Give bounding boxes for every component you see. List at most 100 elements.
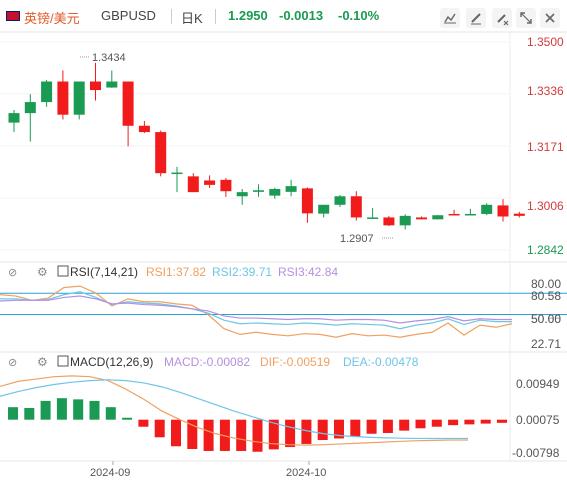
price-axis-label: 1.3171 — [527, 140, 564, 154]
candle-body — [57, 81, 69, 115]
macd-checkbox-icon[interactable] — [57, 355, 69, 367]
timeframe-selector[interactable]: 日K — [181, 11, 203, 26]
macd-hist-bar — [366, 419, 377, 434]
candle-body — [448, 213, 460, 216]
candle-body — [432, 215, 444, 220]
macd-hist-bar — [415, 419, 426, 429]
macd-value: MACD:-0.00082 — [164, 355, 250, 369]
macd-axis-label: -0.00798 — [512, 446, 560, 460]
macd-hist-bar — [301, 419, 312, 444]
draw-clear-icon[interactable] — [492, 8, 512, 28]
macd-axis-label: 0.00949 — [516, 377, 560, 391]
price-change: -0.0013 — [279, 8, 324, 23]
candle-body — [285, 186, 297, 192]
line-chart-icon[interactable] — [440, 8, 460, 28]
time-axis-label: 2024-09 — [90, 467, 130, 479]
macd-settings-icon[interactable]: ⚙ — [37, 355, 48, 369]
macd-hist-bar — [252, 419, 263, 452]
rsi3-value: RSI3:42.84 — [278, 265, 338, 279]
rsi1-line — [0, 285, 513, 338]
rsi-axis-label: 22.71 — [531, 337, 561, 351]
fullscreen-icon[interactable] — [516, 8, 536, 28]
candle-body — [106, 81, 118, 88]
macd-hist-bar — [73, 399, 84, 420]
dif-value: DIF:-0.00519 — [260, 355, 330, 369]
candle-body — [383, 217, 395, 226]
macd-hist-bar — [464, 419, 475, 425]
macd-hist-bar — [24, 407, 35, 420]
rsi-overlay-label: 50.65 — [531, 312, 561, 326]
candle-body — [8, 113, 20, 123]
macd-hist-bar — [203, 419, 214, 451]
macd-hist-bar — [497, 419, 507, 423]
pair-name-cn: 英镑/美元 — [24, 11, 80, 26]
macd-hist-bar — [448, 419, 459, 426]
price-axis-label: 1.3500 — [527, 35, 564, 49]
candle-body — [464, 213, 476, 216]
macd-hist-bar — [285, 419, 296, 448]
candle-body — [204, 180, 216, 185]
candle-body — [138, 125, 150, 133]
candle-body — [236, 192, 248, 197]
macd-hist-bar — [236, 419, 247, 451]
macd-hist-bar — [268, 419, 279, 450]
rsi2-value: RSI2:39.71 — [212, 265, 272, 279]
candle-body — [497, 205, 509, 217]
symbol-label[interactable]: GBPUSD — [101, 8, 156, 23]
candle-body — [41, 81, 53, 103]
candle-body — [73, 81, 85, 115]
macd-axis-label: 0.00075 — [516, 413, 560, 427]
candle-body — [155, 132, 167, 174]
price-change-pct: -0.10% — [338, 8, 380, 23]
macd-hist-bar — [138, 419, 149, 427]
rsi1-value: RSI1:37.82 — [146, 265, 206, 279]
rsi2-line — [0, 291, 512, 330]
macd-hist-bar — [382, 419, 393, 433]
rsi-axis-label: 80.00 — [531, 277, 561, 291]
dif-line — [0, 375, 468, 446]
candle-body — [367, 217, 379, 219]
toolbar-header: 英镑/美元 GBPUSD 日K 1.2950 -0.0013 -0.10% — [0, 0, 567, 32]
uk-flag-icon — [6, 11, 20, 21]
candle-body — [269, 188, 281, 196]
header-divider — [171, 9, 172, 24]
candle-body — [399, 215, 411, 226]
candle-body — [90, 81, 101, 91]
macd-hist-bar — [480, 419, 491, 424]
macd-hist-bar — [317, 419, 328, 441]
rsi-settings-icon[interactable]: ⚙ — [37, 265, 48, 279]
candle-body — [122, 81, 134, 126]
price-axis-label: 1.3006 — [527, 199, 564, 213]
rsi-title: RSI(7,14,21) — [70, 265, 138, 279]
macd-hist-bar — [89, 400, 100, 420]
macd-hist-bar — [334, 419, 344, 439]
candle-body — [334, 196, 346, 205]
candle-body — [253, 190, 264, 192]
min-price-label: 1.2907 — [340, 233, 374, 245]
macd-hist-bar — [171, 419, 181, 447]
macd-hist-bar — [350, 419, 361, 437]
max-price-label: 1.3434 — [92, 52, 126, 64]
candle-body — [513, 213, 525, 216]
macd-hist-bar — [56, 398, 67, 420]
candle-body — [301, 188, 313, 214]
last-price: 1.2950 — [228, 8, 268, 23]
time-axis-label: 2024-10 — [286, 467, 326, 479]
macd-hist-bar — [8, 407, 18, 420]
rsi-axis-label: 50.00 — [531, 312, 561, 326]
dea-value: DEA:-0.00478 — [343, 355, 419, 369]
macd-hide-icon[interactable]: ⊘ — [8, 357, 17, 369]
rsi-hide-icon[interactable]: ⊘ — [8, 267, 17, 279]
close-icon[interactable] — [540, 8, 560, 28]
macd-hist-bar — [431, 419, 442, 427]
draw-icon[interactable] — [466, 8, 486, 28]
rsi-checkbox-icon[interactable] — [57, 265, 69, 277]
candle-body — [318, 204, 330, 214]
header-divider-2 — [215, 9, 216, 24]
rsi3-line — [0, 295, 512, 324]
macd-hist-bar — [399, 419, 410, 431]
macd-hist-bar — [187, 419, 198, 450]
price-axis-label: 1.3336 — [527, 84, 564, 98]
candle-body — [416, 217, 427, 220]
